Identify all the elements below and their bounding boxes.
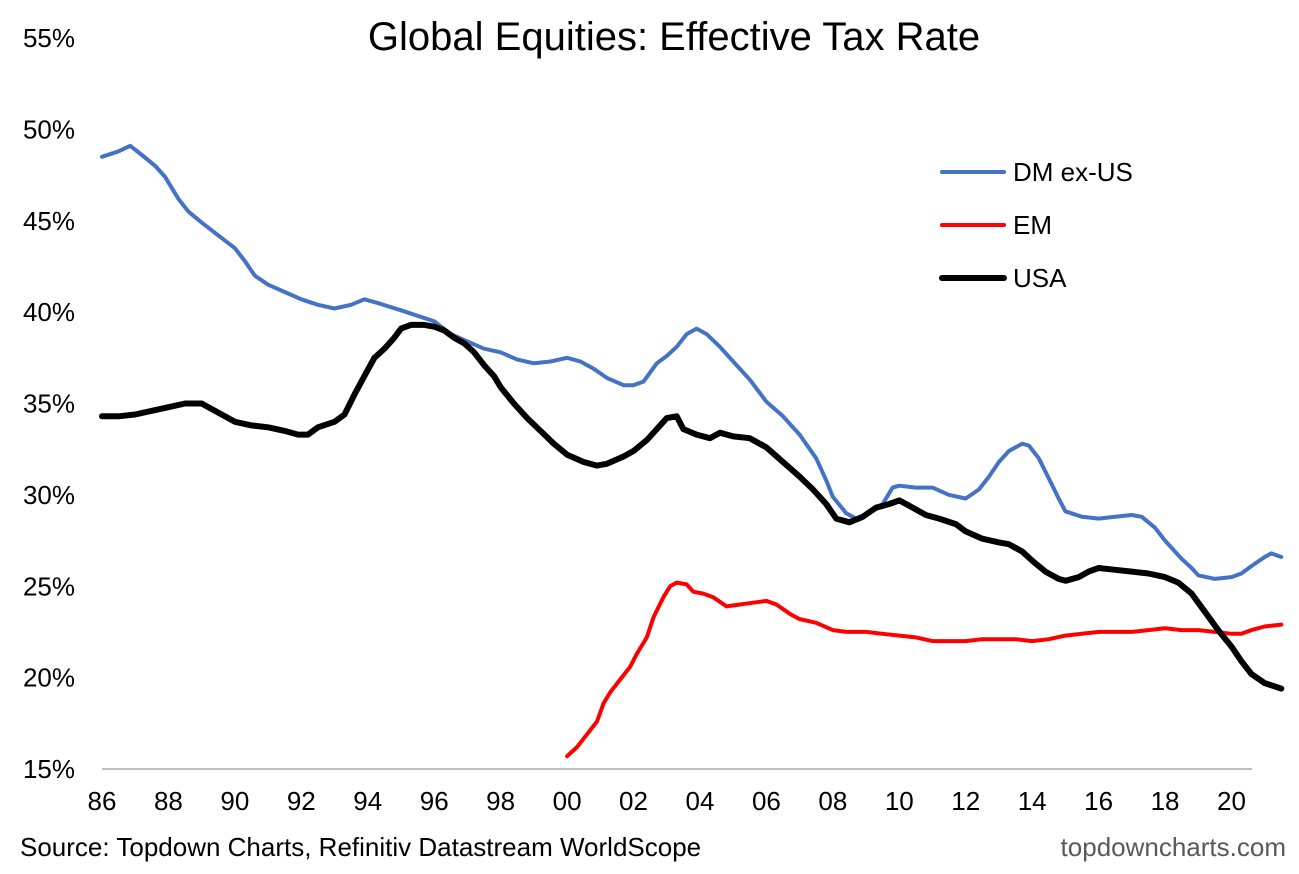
x-tick-label: 94 [353, 786, 382, 816]
y-tick-label: 25% [23, 571, 75, 601]
y-axis-ticks: 15% 20% 25% 30% 35% 40% 45% 50% 55% [23, 23, 75, 784]
series-line-em [565, 580, 1284, 759]
watermark-text: topdowncharts.com [1061, 832, 1286, 862]
y-tick-label: 40% [23, 297, 75, 327]
y-tick-label: 55% [23, 23, 75, 53]
x-tick-label: 86 [88, 786, 117, 816]
x-tick-label: 12 [951, 786, 980, 816]
series-line-dm-ex-us [100, 143, 1284, 581]
x-tick-label: 00 [553, 786, 582, 816]
y-tick-label: 15% [23, 754, 75, 784]
source-note: Source: Topdown Charts, Refinitiv Datast… [20, 832, 701, 862]
x-tick-label: 02 [619, 786, 648, 816]
x-tick-label: 08 [818, 786, 847, 816]
x-tick-label: 16 [1084, 786, 1113, 816]
x-tick-label: 20 [1217, 786, 1246, 816]
x-tick-label: 10 [885, 786, 914, 816]
x-tick-label: 04 [685, 786, 714, 816]
legend-label: USA [1013, 263, 1067, 293]
x-tick-label: 90 [220, 786, 249, 816]
x-tick-label: 06 [752, 786, 781, 816]
y-tick-label: 30% [23, 480, 75, 510]
y-tick-label: 50% [23, 114, 75, 144]
x-axis-ticks: 86 88 90 92 94 96 98 00 02 04 06 08 10 12 14 16 18 20 [88, 786, 1246, 816]
y-tick-label: 35% [23, 389, 75, 419]
x-tick-label: 18 [1151, 786, 1180, 816]
x-tick-label: 14 [1018, 786, 1047, 816]
x-tick-label: 96 [420, 786, 449, 816]
legend-label: EM [1013, 210, 1052, 240]
y-tick-label: 20% [23, 663, 75, 693]
series-line-usa [99, 321, 1285, 692]
y-tick-label: 45% [23, 206, 75, 236]
x-tick-label: 98 [486, 786, 515, 816]
series-lines [99, 143, 1285, 759]
x-tick-label: 92 [287, 786, 316, 816]
chart-title: Global Equities: Effective Tax Rate [368, 15, 980, 59]
legend: DM ex-US EM USA [939, 157, 1133, 293]
x-tick-label: 88 [154, 786, 183, 816]
legend-label: DM ex-US [1013, 157, 1133, 187]
